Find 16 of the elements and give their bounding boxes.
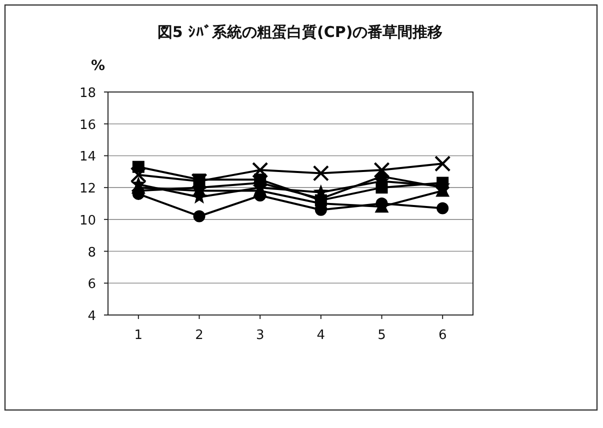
- y-tick-label: 16: [79, 118, 96, 133]
- y-axis-title: %: [90, 58, 106, 74]
- y-tick-label: 14: [79, 150, 96, 165]
- x-tick-label: 1: [134, 328, 143, 343]
- x-tick-label: 2: [195, 328, 204, 343]
- y-tick-label: 12: [79, 182, 96, 197]
- x-tick-label: 6: [438, 328, 447, 343]
- x-tick-label: 5: [378, 328, 386, 343]
- x-tick-label: 3: [256, 328, 264, 343]
- y-tick-label: 10: [79, 213, 96, 228]
- x-tick-label: 4: [316, 328, 326, 343]
- y-tick-label: 4: [88, 309, 96, 324]
- y-tick-label: 8: [88, 245, 96, 260]
- y-tick-label: 18: [79, 86, 96, 101]
- chart-title: 図5 ｼﾊﾞ系統の粗蛋白質(CP)の番草間推移: [157, 23, 443, 41]
- y-tick-label: 6: [88, 277, 96, 292]
